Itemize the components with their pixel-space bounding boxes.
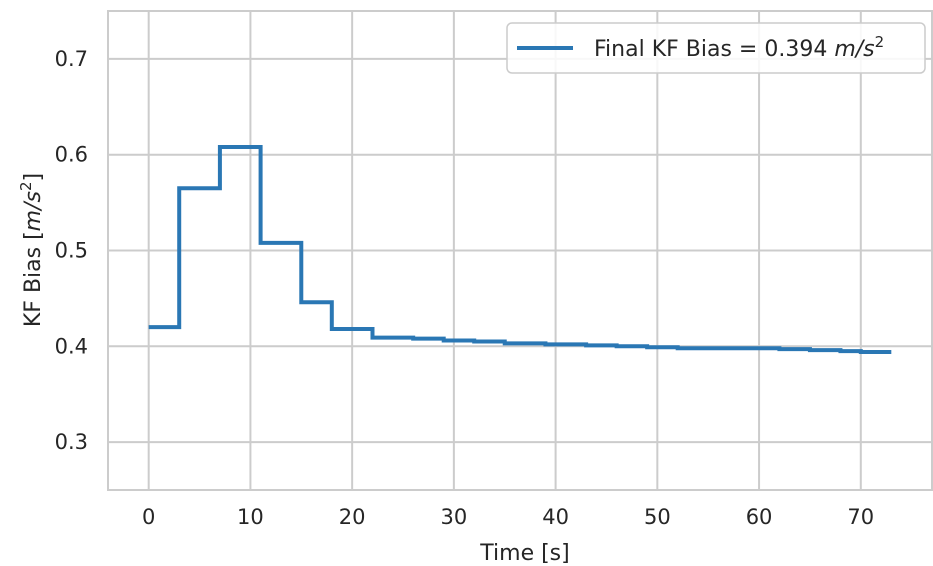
y-axis-label-exp: 2 xyxy=(17,181,35,191)
x-tick-label: 10 xyxy=(237,505,264,529)
x-tick-label: 20 xyxy=(339,505,366,529)
x-tick-label: 50 xyxy=(644,505,671,529)
y-tick-label: 0.7 xyxy=(55,47,88,71)
y-tick-label: 0.6 xyxy=(55,143,88,167)
x-tick-label: 70 xyxy=(847,505,874,529)
y-axis-label-close: ] xyxy=(21,173,46,182)
x-tick-labels: 0 10 20 30 40 50 60 70 xyxy=(142,505,874,529)
legend-entry-unit: m/s xyxy=(834,37,874,62)
y-axis-label-main: KF Bias [ xyxy=(21,231,46,327)
legend-entry-exp: 2 xyxy=(875,33,885,51)
y-tick-labels: 0.3 0.4 0.5 0.6 0.7 xyxy=(55,47,88,454)
plot-frame xyxy=(107,10,933,491)
y-tick-label: 0.3 xyxy=(55,430,88,454)
legend-box xyxy=(506,22,926,74)
y-axis-label-unit: m/s xyxy=(21,191,46,231)
x-tick-label: 60 xyxy=(746,505,773,529)
x-tick-label: 40 xyxy=(542,505,569,529)
x-axis-label: Time [s] xyxy=(479,541,569,566)
y-axis-label: KF Bias [m/s2] xyxy=(17,173,46,327)
y-tick-label: 0.4 xyxy=(55,334,88,358)
y-gridlines xyxy=(108,57,932,444)
legend-entry: Final KF Bias = 0.394 m/s2 xyxy=(594,33,884,62)
series-layer xyxy=(148,145,892,355)
x-tick-label: 30 xyxy=(441,505,468,529)
y-tick-label: 0.5 xyxy=(55,239,88,263)
x-tick-label: 0 xyxy=(142,505,155,529)
legend: Final KF Bias = 0.394 m/s2 xyxy=(506,22,926,74)
series-line xyxy=(148,145,892,355)
legend-entry-name: Final KF Bias = 0.394 xyxy=(594,37,827,62)
